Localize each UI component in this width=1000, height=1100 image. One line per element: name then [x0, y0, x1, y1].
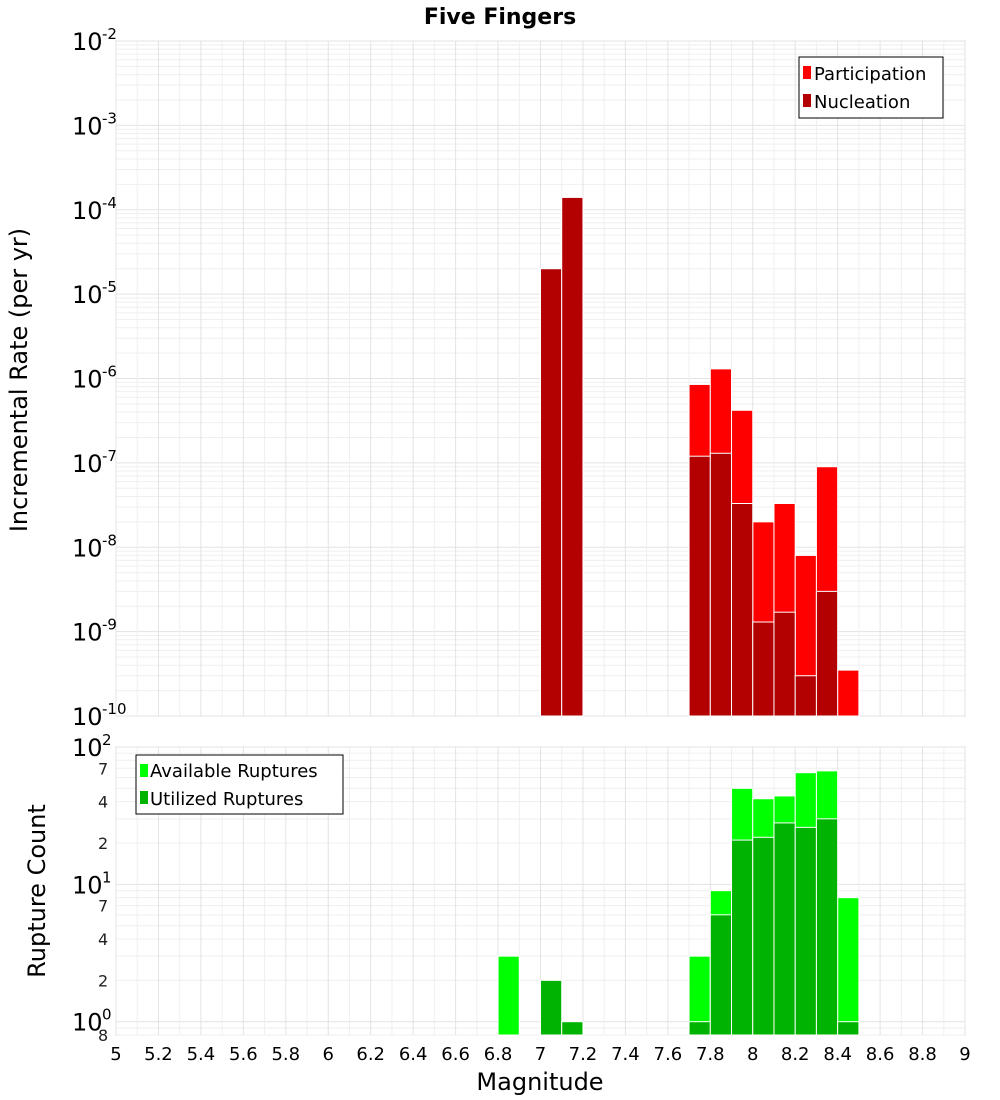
bottom-y-tick-exponent: 0 — [102, 1006, 112, 1024]
top-y-tick-exponent: -3 — [102, 109, 117, 127]
bottom-y-tick-label: 10 — [72, 734, 103, 762]
bar-nucleation-8.25 — [794, 675, 817, 717]
x-tick-label: 6.6 — [441, 1044, 470, 1065]
x-tick-label: 5.4 — [187, 1044, 216, 1065]
top-y-tick-label: 10 — [72, 281, 103, 309]
bottom-legend: Available Ruptures Utilized Ruptures — [135, 754, 344, 815]
x-tick-label: 7 — [535, 1044, 546, 1065]
legend-label-utilized: Utilized Ruptures — [150, 789, 303, 810]
bottom-y-minor-tick-label: 7 — [98, 759, 108, 778]
bar-participation-8.45 — [837, 669, 860, 717]
top-y-axis-label: Incremental Rate (per yr) — [5, 228, 33, 532]
top-y-tick-exponent: -8 — [102, 531, 117, 549]
bar-utilized-ruptures-7.75 — [688, 1021, 711, 1036]
x-axis-label: Magnitude — [476, 1068, 603, 1096]
x-tick-label: 6.4 — [399, 1044, 428, 1065]
bar-utilized-ruptures-8.35 — [815, 818, 839, 1036]
x-tick-label: 8.4 — [823, 1044, 852, 1065]
bar-utilized-ruptures-7.05 — [540, 979, 563, 1036]
x-tick-label: 5 — [110, 1044, 121, 1065]
x-tick-label: 5.8 — [271, 1044, 300, 1065]
top-panel: 10-210-310-410-510-610-710-810-910-10 In… — [5, 25, 966, 731]
bottom-y-minor-tick-label: 4 — [98, 930, 108, 949]
bar-nucleation-8.15 — [773, 611, 796, 717]
x-ticks: 5 5.2 5.4 5.6 5.8 6 6.2 6.4 6.6 6.8 7 7.2 7.4 7.6 7.8 8… — [110, 1044, 970, 1065]
bar-utilized-ruptures-8.15 — [773, 822, 796, 1036]
top-y-tick-exponent: -5 — [102, 278, 117, 296]
x-tick-label: 6.8 — [484, 1044, 513, 1065]
bar-utilized-ruptures-7.15 — [561, 1021, 584, 1036]
top-y-tick-label: 10 — [72, 197, 103, 225]
top-y-tick-exponent: -9 — [102, 616, 117, 634]
bottom-y-minor-tick-label: 7 — [98, 897, 108, 916]
bar-utilized-ruptures-8.05 — [752, 836, 775, 1036]
bottom-y-tick-label: 10 — [72, 1009, 103, 1037]
x-tick-label: 8.6 — [866, 1044, 895, 1065]
x-tick-label: 7.2 — [569, 1044, 598, 1065]
legend-swatch-nucleation — [803, 94, 811, 107]
x-tick-label: 5.2 — [144, 1044, 173, 1065]
bar-available-ruptures-8.45 — [837, 897, 860, 1036]
bar-nucleation-7.95 — [731, 503, 754, 717]
x-tick-label: 9 — [959, 1044, 970, 1065]
top-y-tick-label: 10 — [72, 28, 103, 56]
bar-utilized-ruptures-7.85 — [709, 914, 733, 1036]
bottom-legend-box — [135, 754, 344, 815]
bottom-y-minor-tick-label: 4 — [98, 793, 108, 812]
top-y-tick-exponent: -4 — [102, 194, 117, 212]
top-y-tick-exponent: -2 — [102, 25, 117, 43]
bar-utilized-ruptures-8.45 — [837, 1021, 860, 1036]
top-bars — [540, 196, 860, 717]
top-y-tick-label: 10 — [72, 366, 103, 394]
x-tick-label: 5.6 — [229, 1044, 258, 1065]
top-y-tick-label: 10 — [72, 619, 103, 647]
x-tick-label: 7.4 — [611, 1044, 640, 1065]
x-tick-label: 8.8 — [908, 1044, 937, 1065]
bar-utilized-ruptures-7.95 — [731, 839, 754, 1036]
x-tick-label: 6 — [323, 1044, 334, 1065]
x-tick-label: 8 — [747, 1044, 758, 1065]
top-y-tick-exponent: -7 — [102, 447, 117, 465]
bar-nucleation-7.15 — [561, 196, 584, 717]
x-tick-label: 6.2 — [356, 1044, 385, 1065]
top-y-tick-exponent: -10 — [102, 700, 127, 718]
x-tick-label: 7.6 — [654, 1044, 683, 1065]
legend-swatch-participation — [803, 66, 811, 79]
top-legend: Participation Nucleation — [798, 56, 944, 119]
legend-label-available: Available Ruptures — [150, 761, 318, 782]
top-y-tick-label: 10 — [72, 703, 103, 731]
bar-nucleation-7.85 — [709, 452, 733, 717]
legend-label-participation: Participation — [814, 64, 926, 85]
bar-nucleation-8.35 — [815, 590, 839, 717]
top-legend-box — [798, 56, 944, 119]
top-y-tick-label: 10 — [72, 450, 103, 478]
top-y-tick-label: 10 — [72, 534, 103, 562]
legend-swatch-utilized — [140, 791, 148, 804]
top-y-tick-exponent: -6 — [102, 363, 117, 381]
legend-label-nucleation: Nucleation — [814, 92, 910, 113]
bottom-y-axis-label: Rupture Count — [23, 804, 51, 978]
bottom-y-tick-exponent: 2 — [102, 731, 112, 749]
chart-title: Five Fingers — [424, 5, 576, 30]
bottom-y-minor-tick-label: 8 — [98, 1026, 108, 1045]
x-tick-label: 8.2 — [781, 1044, 810, 1065]
top-y-ticks: 10-210-310-410-510-610-710-810-910-10 — [72, 25, 127, 731]
bar-utilized-ruptures-8.25 — [794, 826, 817, 1036]
bar-nucleation-8.05 — [752, 621, 775, 717]
bottom-y-minor-tick-label: 2 — [98, 834, 108, 853]
bottom-y-tick-exponent: 1 — [102, 868, 112, 886]
top-y-tick-label: 10 — [72, 112, 103, 140]
bottom-y-minor-tick-label: 2 — [98, 971, 108, 990]
legend-swatch-available — [140, 764, 148, 777]
bar-available-ruptures-6.85 — [497, 955, 520, 1036]
bottom-bars — [497, 770, 860, 1036]
bar-nucleation-7.75 — [688, 455, 711, 717]
bar-nucleation-7.05 — [540, 268, 563, 717]
bottom-y-tick-label: 10 — [72, 871, 103, 899]
x-tick-label: 7.8 — [696, 1044, 725, 1065]
